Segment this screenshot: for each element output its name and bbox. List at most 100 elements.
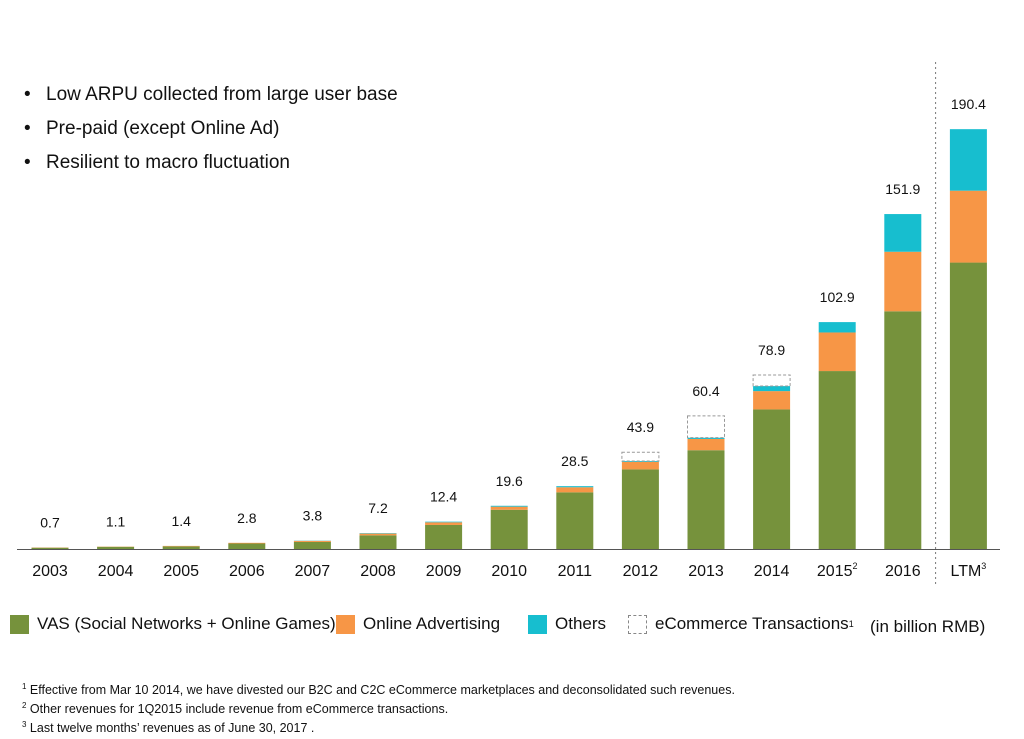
bar-total-label: 0.7	[40, 514, 60, 530]
x-tick-label: 2003	[32, 563, 68, 580]
unit-note: (in billion RMB)	[870, 617, 986, 636]
bar-segment-others	[556, 486, 594, 488]
x-tick-label: 2016	[885, 563, 921, 580]
x-tick-label: LTM3	[950, 561, 986, 580]
bar-total-label: 19.6	[496, 473, 523, 489]
bar-segment-vas-social-networks-online-games	[687, 450, 725, 549]
bar-segment-vas-social-networks-online-games	[162, 546, 200, 549]
bar-segment-vas-social-networks-online-games	[359, 535, 397, 549]
bar-segment-vas-social-networks-online-games	[949, 262, 987, 549]
legend-item-online-advertising: Online Advertising	[336, 614, 500, 634]
bar-total-label: 43.9	[627, 419, 654, 435]
bullet-item: • Pre-paid (except Online Ad)	[24, 112, 398, 146]
bar-segment-vas-social-networks-online-games	[425, 524, 463, 549]
bar-total-label: 190.4	[951, 96, 986, 112]
bullet-dot: •	[24, 152, 31, 173]
legend-item-ecommerce: eCommerce Transactions 1	[628, 614, 854, 634]
footnote-3: 3 Last twelve months’ revenues as of Jun…	[22, 717, 735, 736]
bullet-dot: •	[24, 118, 31, 139]
x-tick-label: 2009	[426, 563, 462, 580]
footnote-text: Effective from Mar 10 2014, we have dive…	[26, 683, 735, 698]
x-tick-label: 20152	[817, 561, 858, 580]
footnotes: 1 Effective from Mar 10 2014, we have di…	[22, 679, 735, 736]
bar-segment-others	[687, 437, 725, 439]
bar-total-label: 3.8	[303, 508, 323, 524]
legend-footnote-mark: 1	[848, 619, 854, 629]
bullet-text: Pre-paid (except Online Ad)	[46, 118, 280, 139]
x-tick-superscript: 2	[852, 561, 857, 571]
bullet-text: Resilient to macro fluctuation	[46, 152, 290, 173]
x-tick-label: 2008	[360, 563, 396, 580]
bar-segment-others	[425, 521, 463, 523]
bar-segment-online-advertising	[687, 438, 725, 451]
bar-total-label: 7.2	[368, 500, 388, 516]
bar-total-label: 102.9	[820, 289, 855, 305]
bullet-text: Low ARPU collected from large user base	[46, 84, 398, 105]
bar-segment-online-advertising	[818, 332, 856, 372]
bar-segment-others	[949, 129, 987, 191]
bullet-item: • Resilient to macro fluctuation	[24, 146, 398, 180]
bar-segment-others	[753, 386, 791, 392]
legend-item-others: Others	[528, 614, 606, 634]
legend-label-others: Others	[555, 614, 607, 633]
x-tick-superscript: 3	[981, 561, 986, 571]
x-tick-label: 2004	[98, 563, 134, 580]
bar-segment-vas-social-networks-online-games	[293, 541, 331, 549]
bar-segment-ecommerce-transactions	[752, 374, 791, 387]
bar-total-label: 2.8	[237, 510, 257, 526]
x-tick-label: 2007	[295, 563, 331, 580]
bar-segment-others	[884, 214, 922, 252]
bar-segment-online-advertising	[753, 391, 791, 410]
legend-label-online-advertising: Online Advertising	[363, 614, 501, 633]
bar-segment-vas-social-networks-online-games	[884, 311, 922, 549]
legend-swatch-vas	[10, 614, 29, 634]
bar-total-label: 28.5	[561, 453, 588, 469]
bar-segment-vas-social-networks-online-games	[556, 492, 594, 549]
footnote-2: 2 Other revenues for 1Q2015 include reve…	[22, 698, 735, 717]
legend-label-ecommerce: eCommerce Transactions	[655, 614, 849, 633]
bar-segment-online-advertising	[490, 506, 528, 510]
bar-segment-online-advertising	[621, 461, 659, 470]
bullet-list: • Low ARPU collected from large user base…	[24, 78, 398, 180]
x-tick-label: 2013	[688, 563, 724, 580]
bar-segment-online-advertising	[949, 190, 987, 263]
bar-segment-vas-social-networks-online-games	[818, 371, 856, 549]
bar-segment-others	[621, 461, 659, 462]
bar-segment-ecommerce-transactions	[621, 451, 660, 462]
bar-total-label: 151.9	[885, 181, 920, 197]
x-tick-label: 2006	[229, 563, 265, 580]
footnote-number: 3	[22, 720, 27, 730]
legend-swatch-ecommerce	[628, 614, 647, 634]
bar-segment-vas-social-networks-online-games	[31, 547, 69, 549]
bar-total-label: 1.1	[106, 514, 126, 530]
legend-swatch-others	[528, 614, 547, 634]
bullet-item: • Low ARPU collected from large user base	[24, 78, 398, 112]
bar-total-label: 60.4	[692, 383, 719, 399]
bar-segment-vas-social-networks-online-games	[621, 469, 659, 549]
bar-segment-ecommerce-transactions	[687, 415, 725, 439]
legend-item-vas: VAS (Social Networks + Online Games)	[10, 614, 336, 634]
bar-segment-online-advertising	[425, 522, 463, 525]
footnote-text: Last twelve months’ revenues as of June …	[26, 721, 315, 736]
bar-segment-online-advertising	[884, 251, 922, 312]
bar-segment-vas-social-networks-online-games	[97, 546, 135, 549]
bar-total-label: 78.9	[758, 342, 785, 358]
bar-segment-others	[818, 322, 856, 333]
bar-segment-online-advertising	[228, 542, 266, 544]
footnote-text: Other revenues for 1Q2015 include revenu…	[26, 702, 449, 717]
legend-swatch-online-advertising	[336, 614, 355, 634]
bar-total-label: 12.4	[430, 489, 457, 505]
x-tick-label: 2005	[163, 563, 199, 580]
bullet-dot: •	[24, 84, 31, 105]
x-tick-label: 2014	[754, 563, 790, 580]
bar-segment-online-advertising	[359, 533, 397, 536]
footnote-number: 1	[22, 682, 27, 691]
footnote-1: 1 Effective from Mar 10 2014, we have di…	[22, 679, 735, 698]
bar-total-label: 1.4	[171, 513, 191, 529]
legend-label-vas: VAS (Social Networks + Online Games)	[37, 614, 336, 633]
bar-segment-online-advertising	[293, 540, 331, 542]
bar-segment-vas-social-networks-online-games	[753, 409, 791, 549]
footnote-number: 2	[22, 701, 27, 711]
x-tick-label: 2010	[491, 563, 527, 580]
x-tick-label: 2011	[558, 563, 593, 580]
